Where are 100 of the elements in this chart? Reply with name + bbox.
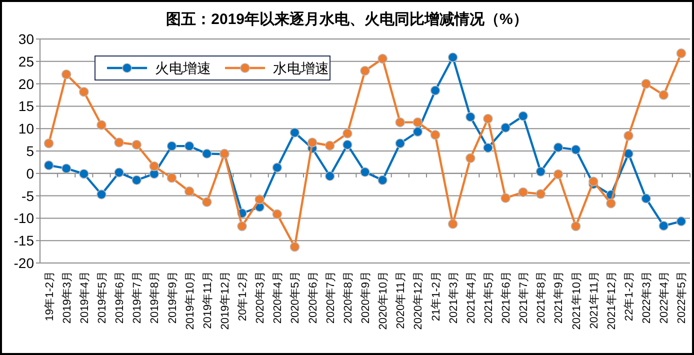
point	[61, 164, 72, 174]
x-tick-label: 2019年10月	[184, 271, 196, 330]
x-tick-label: 2020年11月	[395, 271, 408, 329]
x-tick-label: 2020年6月	[307, 271, 320, 324]
point	[290, 128, 300, 138]
x-tick-label: 2019年11月	[202, 271, 214, 329]
y-tick-label: -10	[14, 210, 34, 226]
point	[44, 138, 54, 148]
point	[676, 48, 686, 58]
point	[114, 168, 124, 178]
x-tick-label: 2021年12月	[606, 271, 618, 330]
x-tick-label: 2020年12月	[412, 271, 425, 330]
point	[395, 138, 406, 148]
point	[536, 166, 546, 177]
point	[378, 54, 388, 64]
point	[412, 126, 423, 137]
point	[166, 172, 177, 183]
point	[132, 140, 142, 150]
point	[536, 189, 546, 199]
x-tick-label: 2021年4月	[465, 271, 478, 324]
x-tick-label: 2022年5月	[676, 271, 688, 324]
x-tick-label: 2020年7月	[324, 271, 337, 324]
legend-label: 火电增速	[155, 60, 211, 76]
point	[61, 69, 72, 80]
point	[360, 66, 370, 76]
x-tick-label: 2021年7月	[518, 271, 530, 324]
legend-label: 水电增速	[273, 60, 329, 76]
point	[378, 175, 388, 186]
x-tick-label: 2019年6月	[114, 271, 126, 324]
point	[184, 141, 194, 151]
y-tick-label: -5	[22, 188, 34, 204]
point	[272, 209, 282, 220]
y-tick-label: 15	[18, 98, 34, 114]
x-tick-label: 2021年6月	[500, 271, 513, 324]
point	[96, 120, 106, 130]
point	[96, 190, 106, 200]
x-tick-label: 2020年9月	[360, 271, 372, 324]
title: 图五：2019年以来逐月水电、火电同比增减情况（%）	[166, 11, 528, 28]
point	[307, 138, 318, 148]
x-tick-label: 2021年11月	[588, 271, 600, 329]
point	[570, 221, 581, 232]
point	[676, 216, 686, 226]
point	[448, 219, 458, 229]
point	[466, 112, 476, 122]
point	[202, 148, 212, 159]
point	[518, 111, 528, 121]
point	[518, 187, 528, 198]
point	[624, 130, 634, 141]
point	[79, 86, 89, 97]
y-tick-label: 10	[18, 120, 34, 137]
x-tick-label: 22年1-2月	[624, 271, 636, 322]
x-tick-label: 2020年10月	[378, 271, 390, 330]
x-tick-label: 21年1-2月	[430, 271, 442, 322]
x-tick-label: 2019年9月	[166, 271, 179, 324]
point	[149, 161, 160, 172]
point	[360, 167, 370, 177]
point	[553, 169, 564, 180]
x-tick-label: 2020年5月	[290, 271, 302, 324]
point	[202, 197, 212, 207]
point	[166, 141, 177, 151]
x-tick-label: 2019年8月	[149, 271, 162, 324]
point	[483, 114, 493, 124]
point	[254, 194, 264, 204]
y-tick-label: -15	[14, 232, 34, 249]
x-tick-label: 2021年5月	[482, 271, 495, 324]
point	[448, 52, 458, 62]
point	[324, 171, 335, 181]
point	[184, 186, 194, 196]
x-tick-label: 2021年9月	[553, 271, 566, 324]
x-tick-label: 2021年8月	[536, 271, 548, 324]
point	[114, 138, 124, 148]
point	[588, 176, 598, 186]
point	[79, 168, 89, 179]
point	[500, 193, 510, 203]
point	[606, 198, 616, 208]
point	[290, 242, 300, 252]
x-tick-label: 20年1-2月	[237, 271, 250, 322]
x-tick-label: 2019年12月	[219, 271, 232, 330]
point	[44, 160, 54, 170]
point	[342, 140, 352, 150]
y-tick-label: 5	[26, 143, 34, 159]
point	[430, 86, 440, 96]
x-tick-label: 2021年3月	[448, 271, 460, 324]
point	[658, 220, 669, 231]
x-tick-label: 2019年4月	[78, 271, 91, 324]
x-tick-label: 2020年8月	[342, 271, 354, 324]
point	[570, 144, 581, 155]
x-tick-label: 2019年5月	[96, 271, 108, 324]
point	[500, 122, 510, 133]
y-tick-label: 20	[18, 76, 34, 92]
x-tick-label: 2020年4月	[272, 271, 284, 324]
x-tick-label: 2020年3月	[254, 271, 267, 324]
point	[430, 130, 440, 140]
x-tick-label: 19年1-2月	[44, 271, 56, 322]
point	[412, 117, 423, 128]
y-tick-label: 0	[26, 165, 34, 182]
point	[624, 148, 634, 159]
point	[553, 142, 564, 152]
point	[237, 221, 247, 232]
x-tick-label: 2019年3月	[61, 271, 74, 324]
